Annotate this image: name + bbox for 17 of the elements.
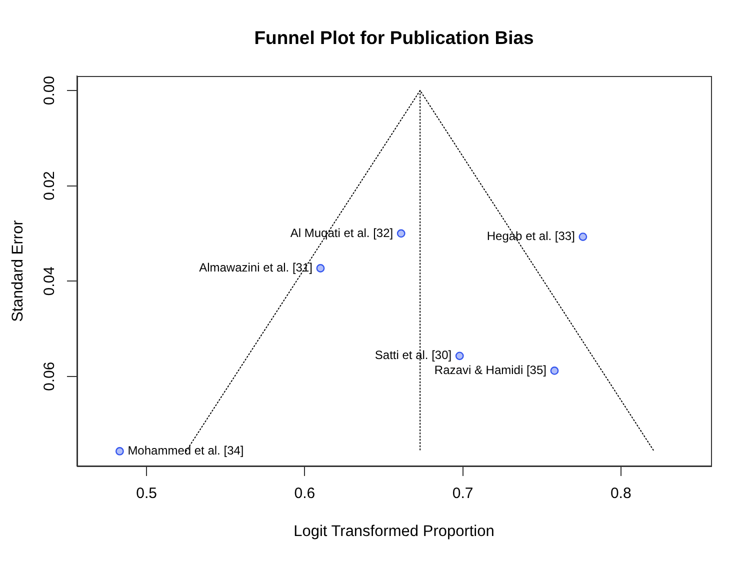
y-axis-title: Standard Error [10, 220, 27, 322]
x-axis-title: Logit Transformed Proportion [294, 522, 494, 540]
annotation: Satti et al. [30] [374, 348, 452, 362]
y-tick-label: 0.06 [41, 362, 58, 392]
x-tick-label: 0.5 [136, 485, 157, 502]
x-tick-label: 0.7 [452, 485, 474, 502]
annotation: Razavi & Hamidi [35] [434, 363, 546, 378]
y-tick-label: 0.00 [41, 76, 58, 106]
annotation: Hegab et al. [33] [486, 229, 575, 244]
annotation: Almawazini et al. [31] [199, 260, 312, 275]
annotation: Mohammed et al. [34] [128, 444, 244, 458]
x-tick-label: 0.6 [294, 485, 316, 502]
chart-title: Funnel Plot for Publication Bias [254, 27, 534, 48]
annotation: Al Muqati et al. [32] [290, 226, 394, 240]
y-tick-label: 0.02 [41, 171, 58, 200]
y-tick-label: 0.04 [41, 266, 58, 296]
x-tick-label: 0.8 [610, 485, 632, 502]
